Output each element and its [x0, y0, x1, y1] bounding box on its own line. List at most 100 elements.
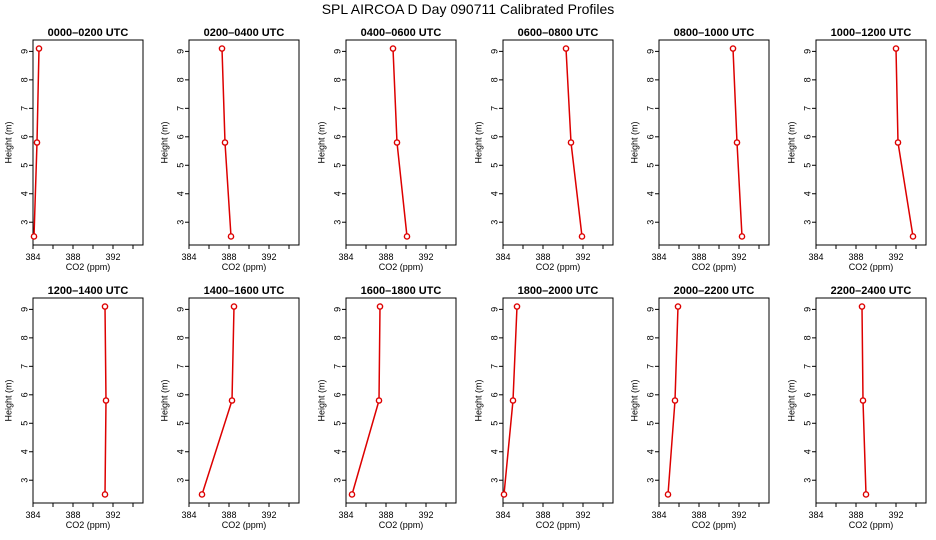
plot-frame	[502, 297, 614, 504]
panel-title: 1600–1800 UTC	[361, 285, 442, 297]
data-point	[500, 491, 508, 498]
y-tick-label: 6	[332, 134, 342, 139]
panel-title: 0400–0600 UTC	[361, 27, 442, 39]
y-tick-label: 4	[175, 449, 185, 454]
x-tick-label: 388	[221, 252, 236, 262]
x-axis-label: CO2 (ppm)	[379, 520, 424, 530]
y-tick-label: 4	[332, 191, 342, 196]
x-tick-label: 384	[651, 510, 666, 520]
x-tick-label: 392	[888, 510, 903, 520]
data-point	[509, 397, 517, 404]
data-point	[738, 233, 746, 240]
y-tick-label: 6	[645, 134, 655, 139]
panel-title: 1800–2000 UTC	[518, 285, 599, 297]
panel-title: 1200–1400 UTC	[48, 285, 129, 297]
plot-frame	[32, 297, 144, 504]
data-point	[30, 233, 38, 240]
y-tick-label: 8	[802, 77, 812, 82]
y-tick-label: 5	[645, 163, 655, 168]
y-tick-label: 6	[489, 392, 499, 397]
y-tick-label: 7	[19, 364, 29, 369]
y-tick-label: 6	[175, 392, 185, 397]
plot-frame	[188, 39, 300, 246]
y-axis-label: Height (m)	[629, 379, 639, 421]
y-tick-label: 3	[802, 478, 812, 483]
x-tick-label: 384	[181, 510, 196, 520]
x-axis-label: CO2 (ppm)	[536, 520, 581, 530]
y-tick-label: 4	[802, 449, 812, 454]
data-point	[562, 45, 570, 52]
y-tick-label: 5	[802, 421, 812, 426]
y-tick-label: 9	[332, 49, 342, 54]
x-tick-label: 388	[535, 252, 550, 262]
x-axis-label: CO2 (ppm)	[222, 262, 267, 272]
y-tick-label: 8	[645, 335, 655, 340]
plot-frame	[188, 297, 300, 504]
y-tick-label: 6	[175, 134, 185, 139]
y-tick-label: 9	[175, 49, 185, 54]
y-tick-label: 9	[19, 49, 29, 54]
x-tick-label: 384	[338, 510, 353, 520]
panel-title: 2000–2200 UTC	[674, 285, 755, 297]
x-tick-label: 388	[691, 252, 706, 262]
plot-frame	[502, 39, 614, 246]
y-tick-label: 5	[489, 421, 499, 426]
y-tick-label: 6	[19, 392, 29, 397]
data-point	[389, 45, 397, 52]
data-point	[578, 233, 586, 240]
y-tick-label: 8	[19, 77, 29, 82]
y-tick-label: 3	[645, 220, 655, 225]
y-tick-label: 7	[332, 364, 342, 369]
y-axis-label: Height (m)	[629, 121, 639, 163]
y-tick-label: 4	[19, 449, 29, 454]
y-tick-label: 4	[802, 191, 812, 196]
y-tick-label: 6	[489, 134, 499, 139]
x-tick-label: 392	[418, 252, 433, 262]
x-tick-label: 392	[261, 510, 276, 520]
x-axis-label: CO2 (ppm)	[379, 262, 424, 272]
y-tick-label: 9	[175, 307, 185, 312]
y-tick-label: 3	[19, 478, 29, 483]
panel-title: 0200–0400 UTC	[204, 27, 285, 39]
x-axis-label: CO2 (ppm)	[849, 520, 894, 530]
y-tick-label: 3	[19, 220, 29, 225]
y-tick-label: 5	[175, 163, 185, 168]
y-tick-label: 3	[645, 478, 655, 483]
plot-frame	[815, 297, 927, 504]
x-tick-label: 384	[495, 510, 510, 520]
y-tick-label: 8	[802, 335, 812, 340]
data-point	[403, 233, 411, 240]
x-axis-label: CO2 (ppm)	[66, 262, 111, 272]
y-tick-label: 9	[645, 307, 655, 312]
y-axis-label: Height (m)	[3, 379, 13, 421]
y-tick-label: 3	[489, 220, 499, 225]
data-point	[101, 303, 109, 310]
y-tick-label: 7	[175, 364, 185, 369]
x-axis-label: CO2 (ppm)	[692, 520, 737, 530]
y-tick-label: 9	[332, 307, 342, 312]
panel-title: 0000–0200 UTC	[48, 27, 129, 39]
x-tick-label: 388	[221, 510, 236, 520]
y-tick-label: 3	[802, 220, 812, 225]
x-tick-label: 388	[378, 510, 393, 520]
x-tick-label: 384	[25, 510, 40, 520]
y-tick-label: 6	[645, 392, 655, 397]
x-tick-label: 392	[575, 252, 590, 262]
y-tick-label: 4	[645, 191, 655, 196]
plot-frame	[658, 297, 770, 504]
plot-frame	[345, 39, 457, 246]
x-tick-label: 388	[535, 510, 550, 520]
y-tick-label: 8	[489, 77, 499, 82]
plot-frame	[345, 297, 457, 504]
plot-frame	[32, 39, 144, 246]
y-axis-label: Height (m)	[473, 379, 483, 421]
x-tick-label: 388	[378, 252, 393, 262]
data-point	[198, 491, 206, 498]
x-axis-label: CO2 (ppm)	[692, 262, 737, 272]
x-tick-label: 392	[105, 252, 120, 262]
x-axis-label: CO2 (ppm)	[222, 520, 267, 530]
y-tick-label: 3	[332, 220, 342, 225]
data-point	[567, 139, 575, 146]
y-axis-label: Height (m)	[786, 379, 796, 421]
